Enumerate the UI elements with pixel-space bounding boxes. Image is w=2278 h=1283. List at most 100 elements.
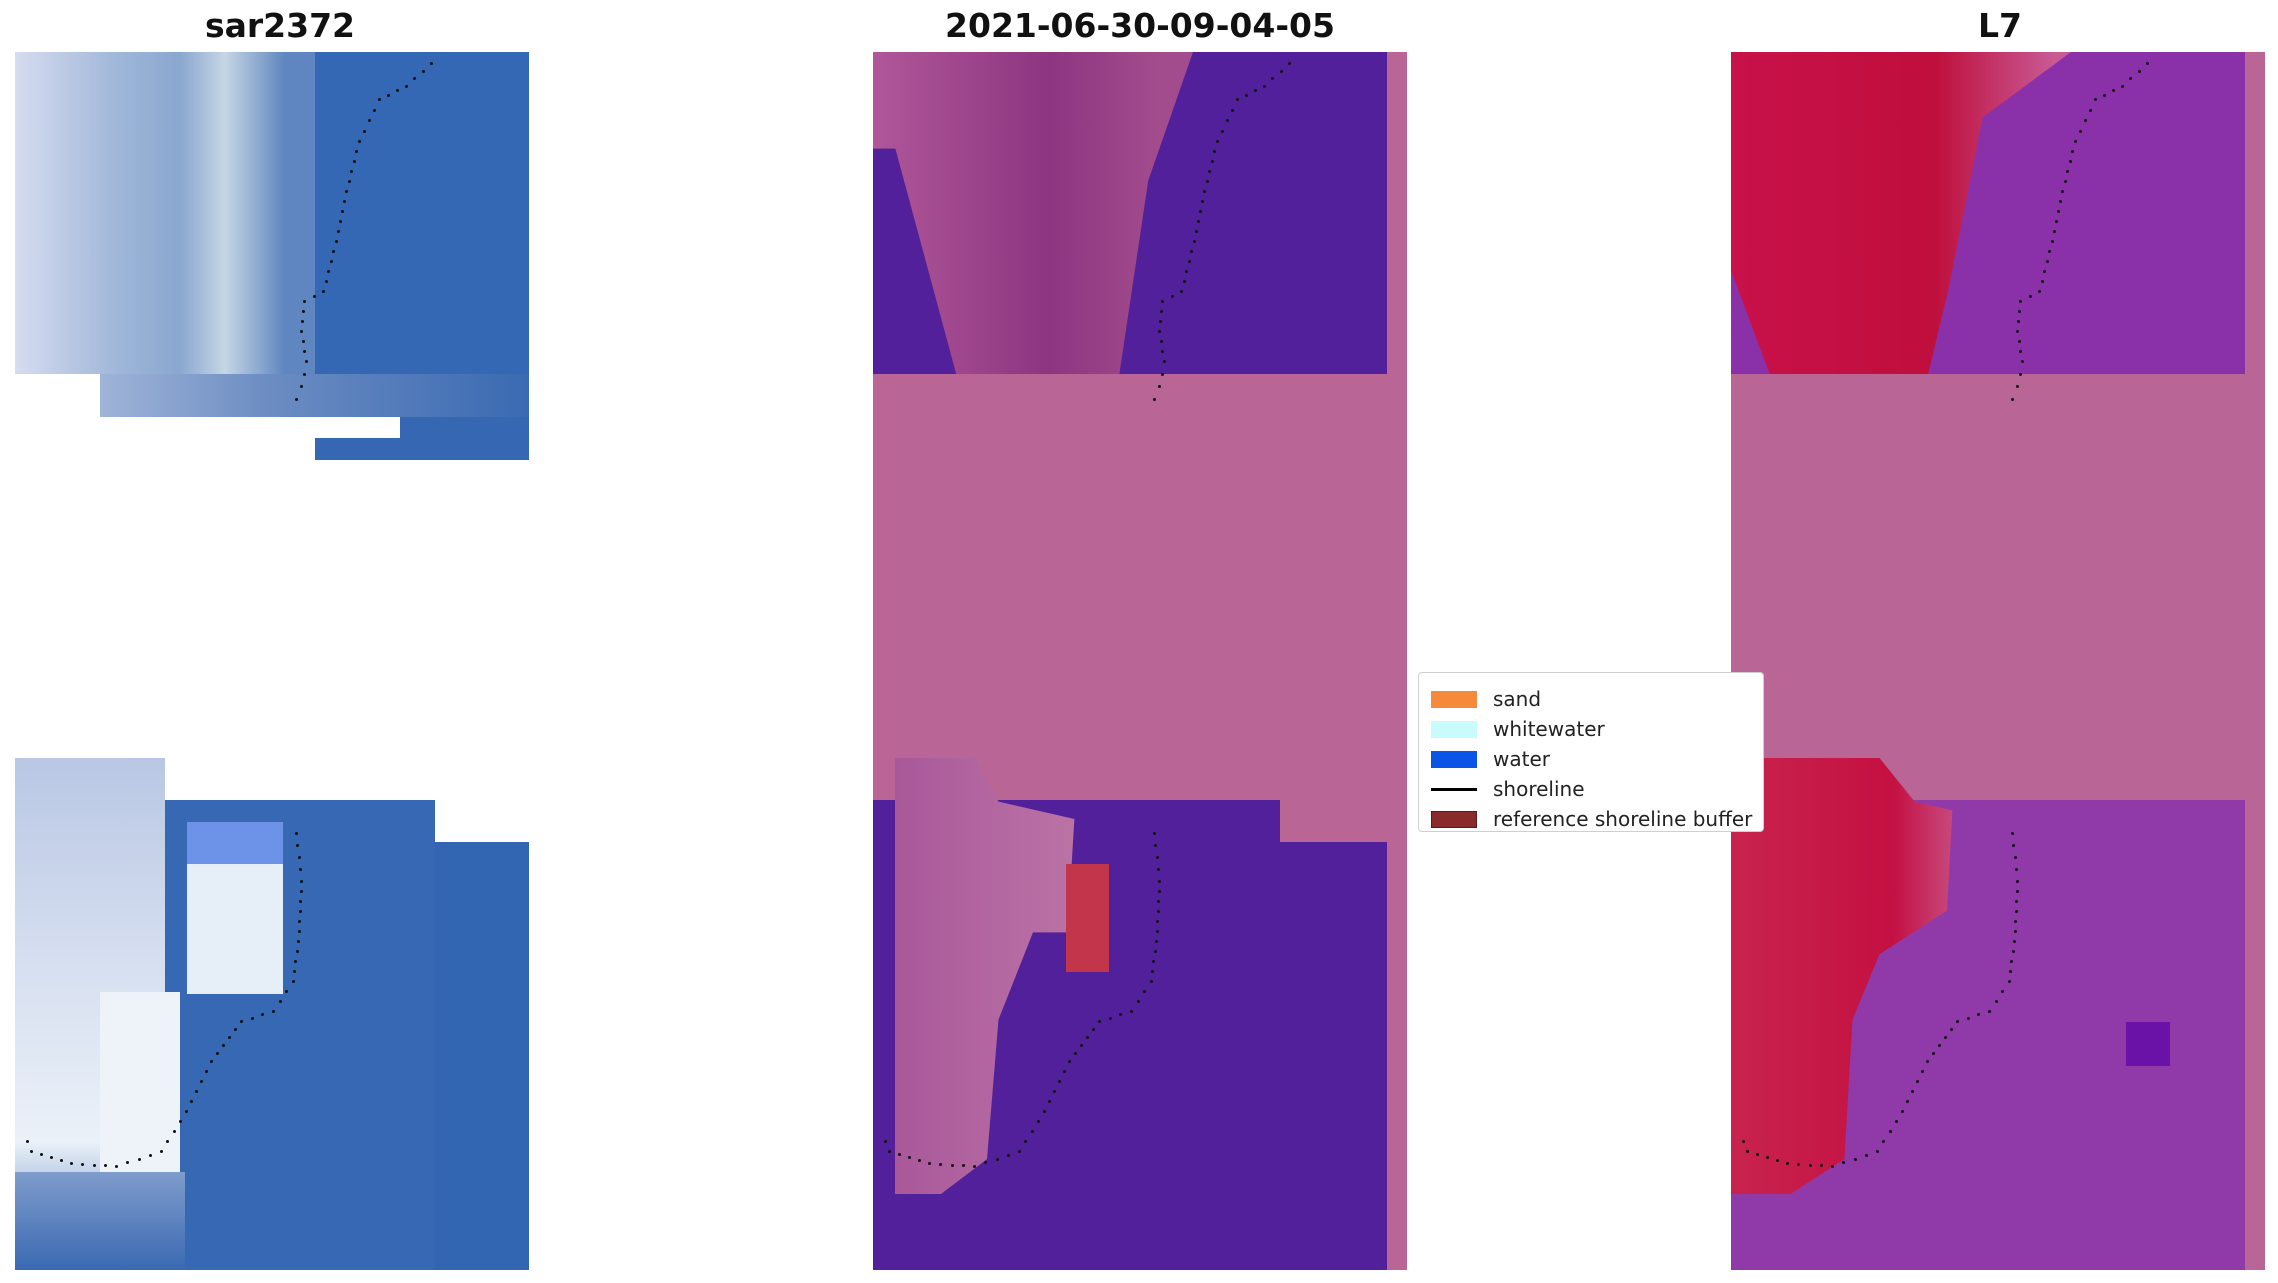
shoreline-dot xyxy=(126,1161,130,1165)
shoreline-dot xyxy=(1136,1000,1140,1003)
shoreline-dot xyxy=(961,1164,965,1168)
shoreline-dot xyxy=(950,1163,954,1167)
shoreline-swatch xyxy=(1431,787,1477,791)
shoreline-dot xyxy=(1977,1013,1981,1017)
shoreline-dot xyxy=(1210,160,1214,163)
shoreline-dot xyxy=(299,900,303,903)
shoreline-dot xyxy=(1157,900,1161,903)
shoreline-dot xyxy=(1994,1000,1998,1003)
shoreline-dot xyxy=(1024,1140,1028,1143)
shoreline-dot xyxy=(2112,89,2115,93)
shoreline-dot xyxy=(1208,170,1212,173)
shoreline-dot xyxy=(1263,85,1266,88)
shoreline-dot xyxy=(1901,1110,1904,1113)
classified-bottom-nodata-notch xyxy=(1280,800,1407,842)
shoreline-dot xyxy=(1797,1162,1801,1166)
shoreline-dot xyxy=(299,890,303,893)
shoreline-dot xyxy=(984,1161,988,1165)
shoreline-dot xyxy=(1161,350,1165,353)
shoreline-dot xyxy=(1190,250,1194,253)
shoreline-dot xyxy=(373,108,376,112)
shoreline-dot xyxy=(302,372,306,376)
shoreline-dot xyxy=(2074,140,2077,143)
shoreline-dot xyxy=(1819,1164,1823,1168)
shoreline-dot xyxy=(1197,220,1200,223)
shoreline-dot xyxy=(1063,1070,1066,1073)
shoreline-dot xyxy=(1158,330,1161,333)
shoreline-dot xyxy=(297,856,301,859)
shoreline-dot xyxy=(1187,260,1191,263)
shoreline-dot xyxy=(1170,295,1174,298)
shoreline-dot xyxy=(2051,240,2054,243)
shoreline-dot xyxy=(347,180,351,183)
classified-image-panel xyxy=(873,52,1407,1270)
shoreline-dot xyxy=(2012,844,2016,847)
shoreline-dot xyxy=(2017,320,2020,323)
shoreline-dot xyxy=(1808,1163,1812,1167)
shoreline-dot xyxy=(1153,950,1157,953)
shoreline-dot xyxy=(293,970,297,973)
shoreline-dot xyxy=(1906,1100,1909,1103)
rgb-blue-patch xyxy=(187,822,283,864)
shoreline-dot xyxy=(2015,900,2019,903)
shoreline-dot xyxy=(298,930,301,933)
shoreline-dot xyxy=(210,1060,213,1063)
shoreline-dot xyxy=(1842,1161,1846,1165)
shoreline-dot xyxy=(1153,397,1156,401)
shoreline-dot xyxy=(1030,1130,1034,1133)
legend-item-water: water xyxy=(1431,745,1550,773)
shoreline-dot xyxy=(1932,1052,1935,1055)
shoreline-dot xyxy=(1245,93,1248,97)
shoreline-dot xyxy=(928,1162,931,1165)
shoreline-dot xyxy=(343,200,346,203)
shoreline-dot xyxy=(2061,190,2064,193)
shoreline-dot xyxy=(1271,77,1275,81)
shoreline-dot xyxy=(2094,98,2097,101)
shoreline-dot xyxy=(2048,250,2052,253)
shoreline-dot xyxy=(205,1070,208,1073)
shoreline-dot xyxy=(1756,1153,1759,1156)
shoreline-dot xyxy=(1786,1162,1789,1165)
shoreline-dot xyxy=(2014,868,2018,871)
shoreline-dot xyxy=(2038,290,2041,293)
shoreline-dot xyxy=(2103,93,2106,97)
shoreline-dot xyxy=(918,1159,921,1162)
shoreline-dot xyxy=(329,260,333,263)
shoreline-dot xyxy=(240,1020,243,1023)
shoreline-dot xyxy=(2014,910,2018,913)
shoreline-dot xyxy=(1766,1156,1769,1159)
shoreline-dot xyxy=(250,1016,254,1020)
shoreline-dot xyxy=(2011,397,2014,401)
shoreline-dot xyxy=(292,980,295,983)
shoreline-dot xyxy=(939,1162,943,1166)
shoreline-dot xyxy=(1864,1153,1868,1157)
shoreline-dot xyxy=(2014,920,2018,923)
shoreline-dot xyxy=(302,310,305,313)
shoreline-dot xyxy=(50,1156,53,1159)
shoreline-dot xyxy=(908,1156,911,1159)
shoreline-dot xyxy=(1156,930,1159,933)
legend-label-reference-buffer: reference shoreline buffer xyxy=(1493,807,1753,831)
shoreline-dot xyxy=(1213,150,1217,153)
shoreline-dot xyxy=(898,1153,901,1156)
shoreline-dot xyxy=(2014,930,2017,933)
shoreline-dot xyxy=(1154,940,1158,943)
shoreline-dot xyxy=(40,1153,43,1156)
shoreline-dot xyxy=(1226,119,1229,122)
shoreline-dot xyxy=(1231,108,1234,112)
shoreline-dot xyxy=(172,1130,176,1133)
legend: sand whitewater water shoreline referenc… xyxy=(1418,672,1764,832)
shoreline-dot xyxy=(2063,180,2067,183)
shoreline-dot xyxy=(341,210,344,213)
shoreline-dot xyxy=(1746,1150,1749,1153)
shoreline-dot xyxy=(103,1164,107,1168)
shoreline-dot xyxy=(1911,1090,1914,1093)
classified-nodata-middle xyxy=(873,374,1407,758)
shoreline-dot xyxy=(350,170,354,173)
shoreline-dot xyxy=(2071,150,2075,153)
shoreline-dot xyxy=(301,320,304,323)
shoreline-dot xyxy=(2121,85,2124,88)
shoreline-dot xyxy=(285,990,289,993)
panel-title-rgb: sar2372 xyxy=(204,6,356,45)
shoreline-dot xyxy=(2066,170,2070,173)
